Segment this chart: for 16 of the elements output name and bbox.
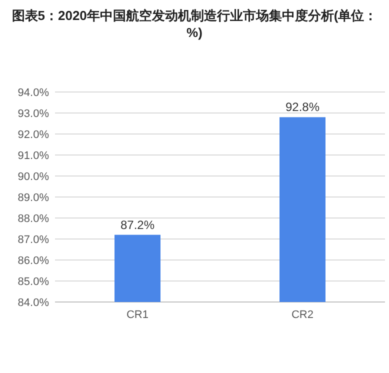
y-tick-label: 88.0% bbox=[18, 213, 50, 225]
y-tick-label: 93.0% bbox=[18, 108, 50, 120]
data-label: 92.8% bbox=[285, 100, 320, 114]
y-tick-label: 87.0% bbox=[18, 234, 50, 246]
x-tick-label: CR2 bbox=[291, 309, 314, 321]
y-tick-label: 92.0% bbox=[18, 129, 50, 141]
y-tick-label: 89.0% bbox=[18, 192, 50, 204]
y-tick-label: 86.0% bbox=[18, 255, 50, 267]
y-tick-label: 91.0% bbox=[18, 150, 50, 162]
y-tick-label: 94.0% bbox=[18, 87, 50, 99]
y-tick-label: 84.0% bbox=[18, 297, 50, 309]
y-tick-label: 90.0% bbox=[18, 171, 50, 183]
y-tick-label: 85.0% bbox=[18, 276, 50, 288]
x-tick-label: CR1 bbox=[126, 309, 149, 321]
data-label: 87.2% bbox=[120, 218, 155, 232]
chart-title: 图表5：2020年中国航空发动机制造行业市场集中度分析(单位：%) bbox=[12, 8, 378, 40]
